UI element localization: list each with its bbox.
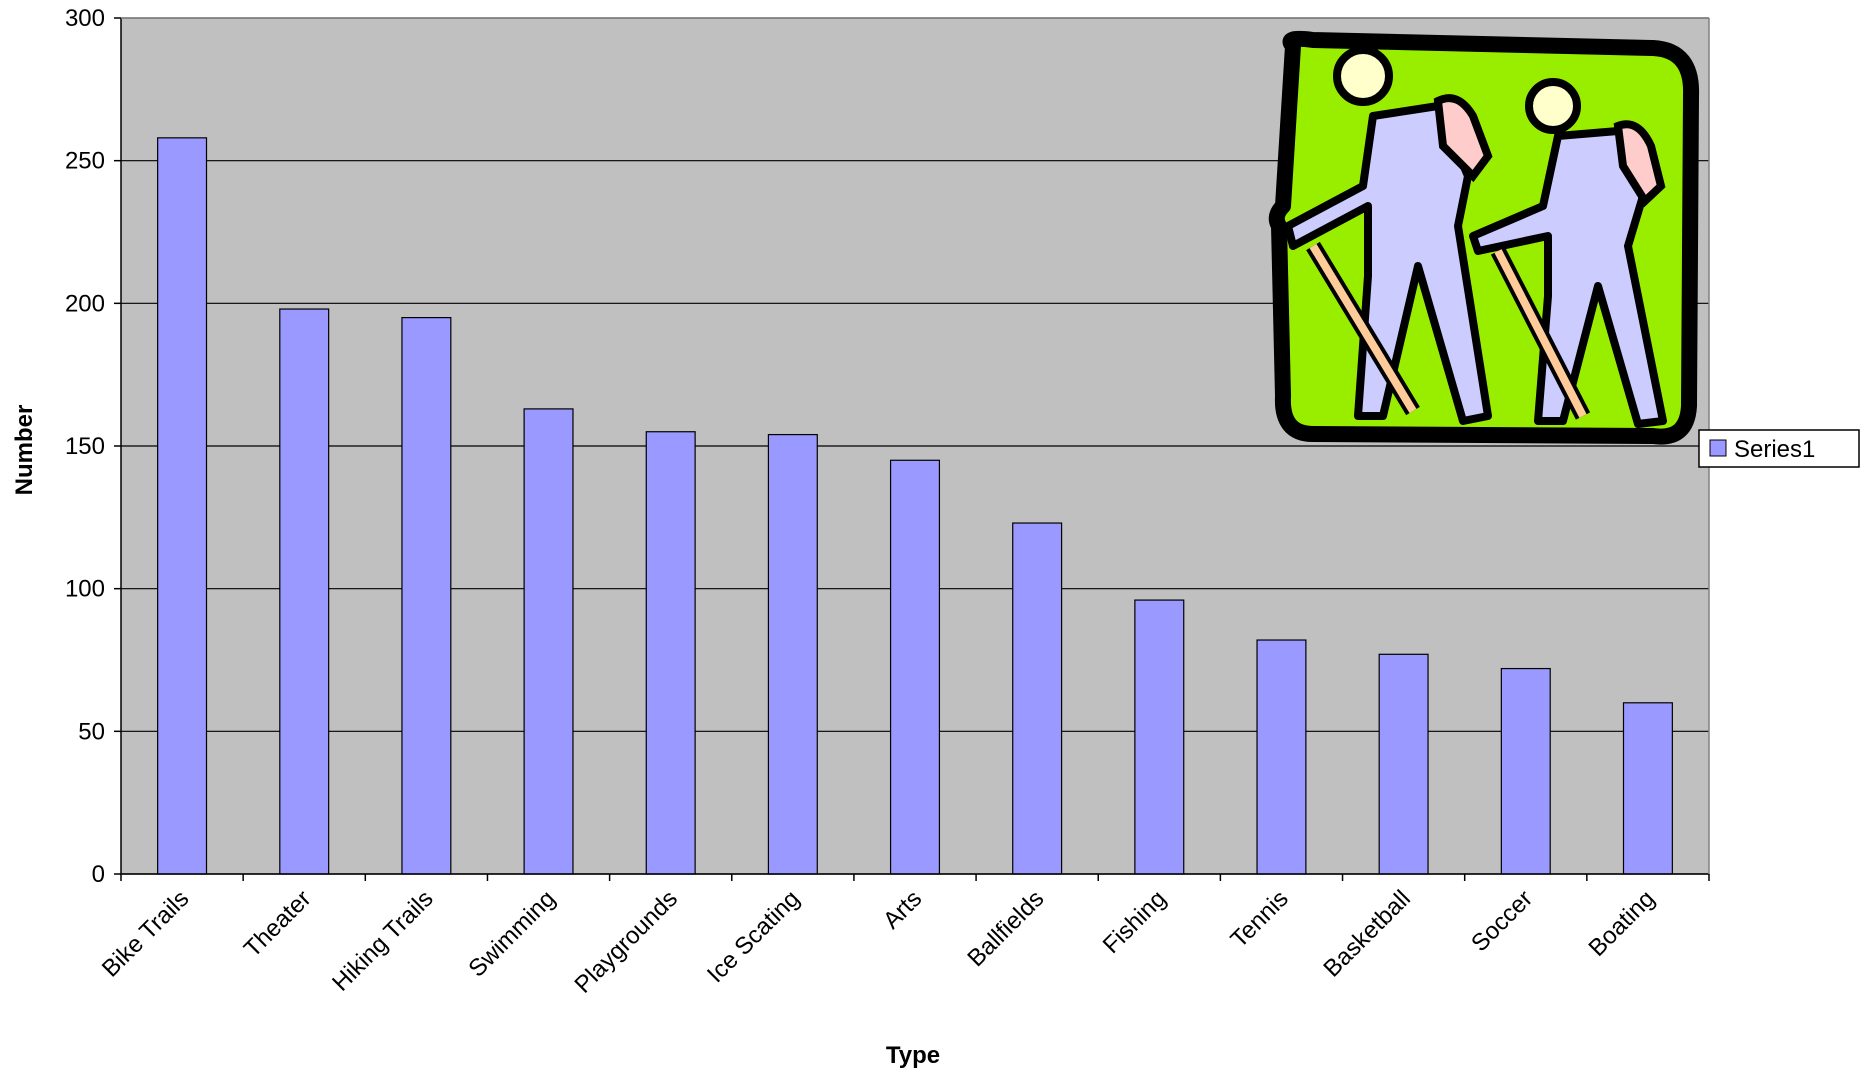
bar — [1012, 522, 1063, 875]
bar — [523, 408, 574, 875]
y-tick-label: 250 — [65, 148, 105, 175]
bar — [1622, 702, 1673, 875]
x-tick-label: Arts — [878, 885, 927, 934]
x-tick-label: Basketball — [1318, 885, 1415, 982]
bar — [157, 137, 208, 875]
x-tick-label: Swimming — [463, 885, 560, 982]
legend: Series1 — [1698, 429, 1860, 468]
x-tick-label: Soccer — [1466, 885, 1538, 957]
y-tick-label: 0 — [92, 861, 105, 888]
bar — [889, 459, 941, 875]
x-tick-label: Theater — [239, 885, 317, 963]
legend-label: Series1 — [1734, 436, 1815, 463]
y-tick-label: 300 — [65, 5, 105, 32]
bar — [401, 317, 452, 875]
x-tick-label: Fishing — [1098, 885, 1172, 959]
bar — [279, 308, 330, 875]
x-tick-label: Boating — [1584, 885, 1661, 962]
x-tick-label: Playgrounds — [569, 885, 682, 998]
y-tick-label: 100 — [65, 576, 105, 603]
bar — [1256, 639, 1307, 875]
x-tick-label: Ballfields — [962, 885, 1049, 972]
y-axis-title: Number — [11, 405, 38, 496]
x-axis-title: Type — [886, 1042, 940, 1069]
bar — [1500, 667, 1551, 875]
bar — [645, 431, 696, 875]
x-tick-label: Tennis — [1226, 885, 1294, 953]
bar — [767, 433, 818, 875]
bar — [1134, 599, 1185, 875]
bar — [1378, 653, 1429, 875]
y-tick-label: 150 — [65, 433, 105, 460]
x-tick-label: Hiking Trails — [327, 885, 439, 997]
y-tick-label: 200 — [65, 290, 105, 317]
y-tick-label: 50 — [78, 718, 105, 745]
x-tick-label: Ice Scating — [702, 885, 805, 988]
x-tick-label: Bike Trails — [97, 885, 194, 982]
clip-art — [1268, 30, 1700, 445]
legend-swatch — [1709, 439, 1727, 457]
